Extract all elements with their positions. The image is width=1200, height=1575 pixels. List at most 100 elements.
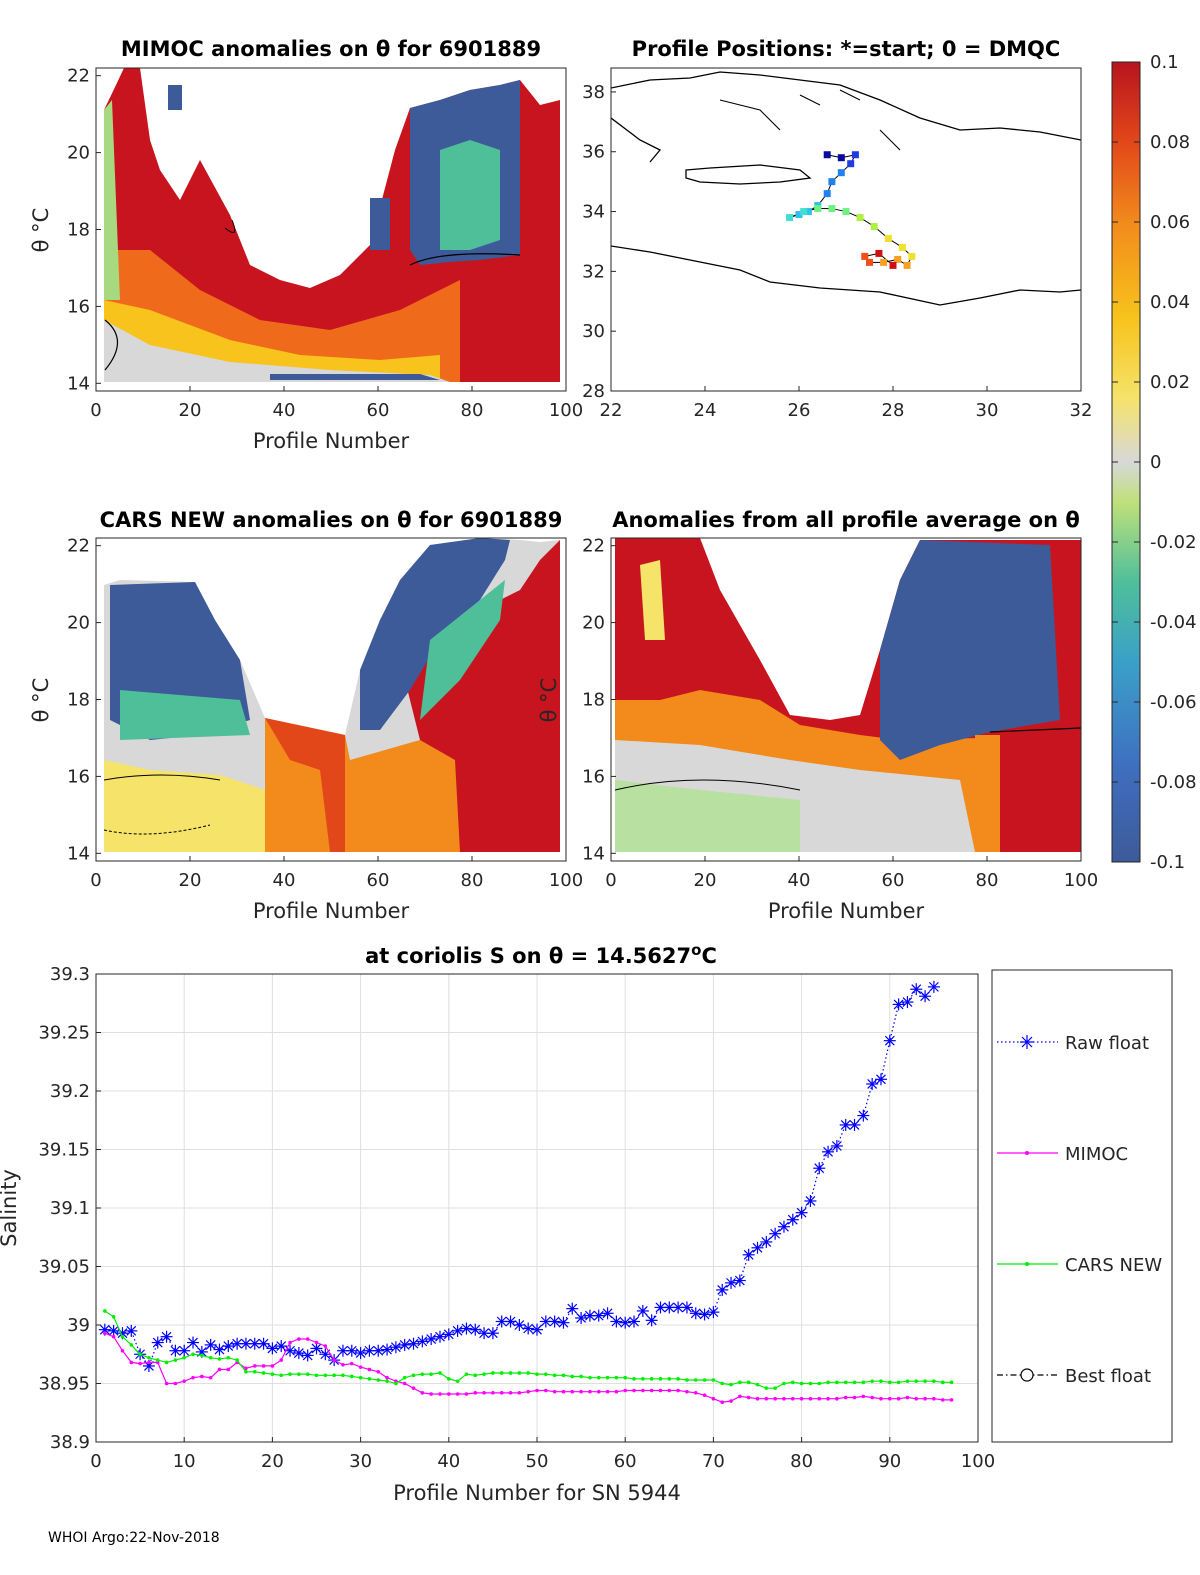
mimoc-point (932, 1396, 936, 1401)
cars-heatmap (103, 538, 560, 852)
mimoc-point (217, 1367, 222, 1372)
salinity-ylabel: Salinity (0, 1169, 21, 1247)
mimoc-ytick-label: 20 (67, 143, 90, 164)
salinity-xtick-label: 60 (614, 1451, 637, 1472)
mimoc-point (200, 1374, 204, 1379)
mimoc-xtick-label: 40 (273, 400, 296, 421)
cars-new-point (447, 1377, 451, 1381)
raw-float-point (319, 1348, 332, 1361)
cars-new-point (676, 1377, 680, 1381)
mimoc-point (649, 1388, 654, 1393)
panel-cars: CARS NEW anomalies on θ for 6901889 0 20 4… (29, 508, 583, 923)
cars-new-point (614, 1375, 619, 1380)
raw-float-point (275, 1340, 288, 1353)
mimoc-xtick-label: 0 (90, 400, 101, 421)
mimoc-point (826, 1396, 830, 1401)
track-point (870, 223, 878, 231)
cars-new-point (173, 1358, 178, 1362)
mimoc-point (402, 1381, 407, 1386)
mimoc-point (111, 1334, 116, 1339)
cars-ytick-label: 14 (67, 843, 90, 864)
raw-float-point (610, 1315, 623, 1328)
cars-new-point (341, 1373, 345, 1378)
mimoc-point (341, 1362, 345, 1367)
cars-new-point (244, 1370, 248, 1374)
cars-new-point (905, 1379, 910, 1383)
mimoc-point (438, 1392, 442, 1396)
cars-new-point (544, 1372, 548, 1376)
avg-xtick-label: 40 (788, 870, 811, 891)
cars-new-point (420, 1372, 425, 1376)
colorbar-ticks: 0.1 0.08 0.06 0.04 0.02 0 -0.02 -0.04 -0.06 -0.08… (1112, 52, 1197, 873)
legend-items: Raw float MIMOC CARS NEW Best float (997, 1033, 1162, 1387)
cars-new-point (790, 1380, 795, 1385)
cars-new-point (932, 1379, 936, 1383)
raw-float-point (592, 1309, 605, 1322)
mimoc-point (879, 1396, 883, 1401)
cars-new-point (455, 1379, 460, 1383)
mimoc-point (305, 1337, 310, 1341)
mimoc-point (693, 1391, 698, 1395)
salinity-xtick-label: 30 (349, 1451, 372, 1472)
cars-new-point (129, 1343, 134, 1347)
track-point (898, 243, 906, 251)
track-point (908, 252, 916, 260)
raw-float-point (769, 1227, 782, 1240)
mimoc-point (411, 1386, 416, 1390)
raw-float-point (813, 1162, 826, 1175)
cars-new-point (552, 1373, 557, 1378)
raw-float-point (513, 1319, 526, 1331)
cars-new-point (111, 1315, 116, 1319)
cars-new-point (261, 1371, 266, 1375)
track-point (800, 208, 808, 216)
raw-float-point (151, 1336, 164, 1349)
mimoc-ytick-label: 22 (67, 66, 90, 87)
mimoc-point (561, 1389, 566, 1394)
salinity-ytick-label: 38.95 (38, 1374, 90, 1395)
mimoc-point (164, 1381, 169, 1386)
track-point (851, 151, 859, 159)
mimoc-point (120, 1348, 125, 1353)
mimoc-point (226, 1367, 231, 1372)
positions-ytick-label: 36 (582, 142, 605, 163)
mimoc-point (641, 1388, 645, 1393)
mimoc-point (596, 1389, 601, 1394)
salinity-xtick-label: 10 (173, 1451, 196, 1472)
mimoc-point (288, 1340, 292, 1345)
mimoc-point (790, 1396, 795, 1401)
raw-float-point (733, 1274, 746, 1287)
raw-float-point (204, 1338, 217, 1351)
mimoc-point (147, 1360, 151, 1365)
mimoc-ytick-label: 14 (67, 373, 90, 394)
raw-float-point (231, 1337, 244, 1350)
cars-new-point (799, 1381, 804, 1386)
raw-float-point (354, 1347, 367, 1360)
mimoc-point (940, 1398, 945, 1402)
mimoc-point (297, 1337, 301, 1341)
avg-heatmap (614, 538, 1081, 852)
cars-new-point (464, 1372, 469, 1376)
footer-stamp: WHOI Argo:22-Nov-2018 (48, 1530, 220, 1546)
cars-x-ticks: 0 20 40 60 80 100 (90, 856, 583, 891)
raw-float-point (257, 1337, 270, 1350)
raw-float-point (178, 1344, 191, 1357)
colorbar-tick-label: -0.02 (1150, 532, 1197, 553)
colorbar-tick-label: -0.1 (1150, 852, 1185, 873)
cars-new-point (402, 1375, 407, 1380)
salinity-chart: at coriolis S on θ = 14.5627oC 0 10 20 30 40… (0, 941, 995, 1505)
cars-new-point (305, 1372, 310, 1376)
legend-marker-dot (1025, 1151, 1029, 1155)
mimoc-point (191, 1375, 195, 1380)
mimoc-point (252, 1364, 257, 1368)
positions-ytick-label: 34 (582, 202, 605, 223)
cars-new-point (773, 1386, 777, 1390)
raw-float-point (345, 1344, 358, 1357)
cars-new-point (870, 1379, 874, 1383)
raw-float-point (398, 1338, 411, 1351)
cars-new-point (658, 1377, 663, 1381)
cars-new-point (491, 1371, 495, 1375)
salinity-xtick-label: 70 (702, 1451, 725, 1472)
track-point (786, 214, 794, 222)
mimoc-point (261, 1364, 266, 1368)
mimoc-xtick-label: 80 (461, 400, 484, 421)
